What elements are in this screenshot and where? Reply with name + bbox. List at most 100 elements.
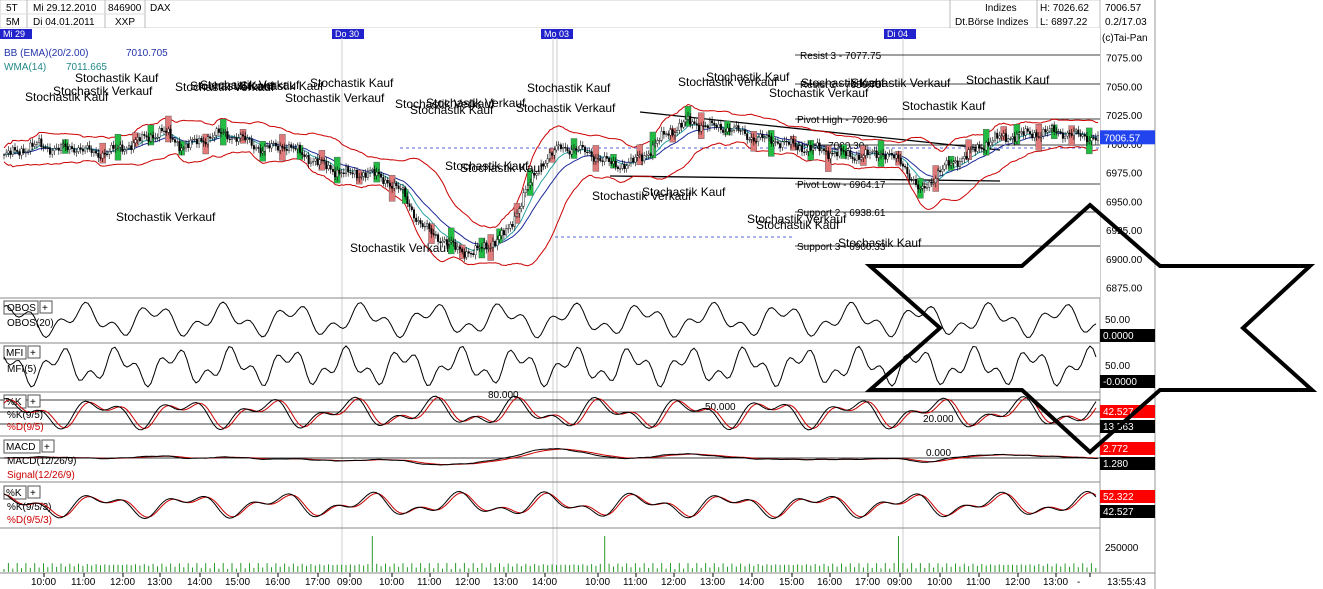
candle-body [430, 228, 433, 234]
candle-body [939, 170, 942, 173]
candle-body [507, 228, 510, 230]
candle-body [250, 139, 253, 146]
bb-value: 7010.705 [126, 48, 168, 59]
candle-body [388, 182, 391, 187]
candle-body [875, 150, 878, 158]
candle-body [1026, 128, 1029, 132]
mfi-expand-icon[interactable] [27, 345, 41, 359]
candle-body [75, 151, 78, 153]
candle-body [1061, 132, 1064, 139]
candle-body [833, 152, 836, 154]
candle-body [715, 125, 718, 128]
star-drawing[interactable] [864, 202, 1318, 455]
candle-body [895, 154, 898, 159]
candle-body [829, 152, 832, 159]
candle-body [237, 137, 240, 142]
candle-body [127, 145, 130, 149]
mfi-level: 50.00 [1105, 361, 1130, 372]
candle-body [105, 153, 108, 156]
slow-stoch-button[interactable] [3, 485, 27, 500]
candle-body [527, 184, 530, 190]
candle-body [241, 134, 244, 137]
time-tick: 17:00 [305, 577, 330, 588]
slow-stoch-value-box-1 [1100, 490, 1155, 503]
candle-body [518, 208, 521, 214]
candle-body [588, 151, 591, 153]
candle-body [825, 150, 828, 152]
stoch-expand-icon[interactable] [27, 394, 41, 408]
candle-body [520, 205, 523, 209]
candle-body [684, 119, 687, 123]
candle-body [757, 137, 760, 143]
mfi-button[interactable] [3, 345, 27, 360]
candle-body [377, 171, 380, 175]
candle-body [529, 182, 532, 186]
candle-body [643, 155, 646, 162]
security-id-2: XXP [115, 17, 135, 28]
candle-body [29, 142, 32, 152]
candle-body [952, 161, 955, 164]
candle-body [178, 141, 181, 151]
slow-stoch-expand-icon[interactable] [27, 485, 41, 499]
candle-body [465, 251, 468, 258]
candle-body [305, 155, 308, 157]
macd-expand-icon[interactable] [41, 439, 55, 453]
candle-body [33, 143, 36, 147]
candle-body [548, 152, 551, 159]
candle-body [434, 234, 437, 236]
candle-body [408, 203, 411, 207]
candle-body [630, 157, 633, 163]
candle-body [904, 166, 907, 168]
candle-body [443, 239, 446, 242]
candle-body [566, 147, 569, 152]
candle-body [496, 239, 499, 246]
signal-annotation: Stochastik Verkauf [516, 101, 616, 115]
candle-body [16, 149, 19, 152]
stoch-button-label: %K [6, 397, 22, 408]
candle-body [873, 150, 876, 152]
obos-expand-icon[interactable] [39, 300, 53, 314]
candle-body [456, 246, 459, 250]
candle-body [625, 165, 628, 169]
plus-icon: + [30, 488, 36, 499]
candle-body [603, 156, 606, 162]
candle-body [498, 235, 501, 240]
level-s3: Support 3 - 6900.33 [797, 242, 886, 253]
candle-body [906, 166, 909, 174]
candle-body [656, 140, 659, 144]
candle-body [535, 173, 538, 176]
candle-body [187, 143, 190, 148]
candle-body [18, 151, 21, 156]
interval-label[interactable]: 5T [6, 3, 18, 14]
market-label: Indizes [985, 3, 1017, 14]
price-tick: 7050.00 [1106, 82, 1143, 93]
candle-body [90, 149, 93, 153]
interval-label-2[interactable]: 5M [6, 17, 20, 28]
candle-body [956, 160, 959, 167]
candle-body [1050, 125, 1053, 129]
candle-body [934, 178, 937, 184]
copyright: (c)Tai-Pan [1102, 33, 1148, 44]
candle-body [827, 150, 830, 159]
slow-stoch-value-box-2 [1100, 505, 1155, 518]
candle-body [544, 162, 547, 167]
candle-body [235, 137, 238, 142]
candle-body [590, 151, 593, 157]
candle-body [209, 136, 212, 139]
candle-body [426, 223, 429, 227]
candle-body [796, 146, 799, 151]
candle-body [283, 147, 286, 150]
candle-body [516, 213, 519, 217]
time-tick: 14:00 [532, 577, 557, 588]
macd-button[interactable] [3, 439, 41, 454]
candle-body [454, 241, 457, 250]
candle-body [546, 158, 549, 164]
candle-body [459, 246, 462, 250]
candle-body [805, 151, 808, 153]
candle-body [472, 253, 475, 255]
time-tick: - [1077, 577, 1080, 588]
candle-body [1028, 131, 1031, 134]
obos-button[interactable] [3, 300, 39, 315]
candle-body [792, 138, 795, 144]
candle-body [70, 146, 73, 149]
